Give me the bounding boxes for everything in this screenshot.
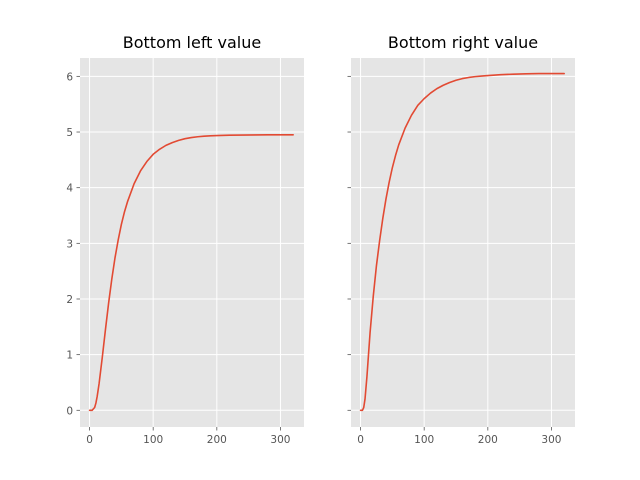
y-tick-label: 4 xyxy=(66,183,73,195)
chart-title: Bottom right value xyxy=(388,33,538,52)
x-tick-label: 200 xyxy=(207,434,227,446)
y-tick-label: 6 xyxy=(66,71,73,83)
y-tick-label: 5 xyxy=(66,127,73,139)
x-tick-label: 300 xyxy=(270,434,290,446)
subplot-left: 0 100 200 300 0 1 2 3 4 5 6 Bottom left value xyxy=(66,33,304,446)
x-tick-label: 100 xyxy=(414,434,434,446)
x-tick-label: 100 xyxy=(143,434,163,446)
x-tick-label: 0 xyxy=(357,434,364,446)
x-tick-label: 300 xyxy=(541,434,561,446)
plot-area xyxy=(80,58,304,427)
series-line xyxy=(88,134,294,412)
chart-title: Bottom left value xyxy=(123,33,261,52)
y-tick-label: 1 xyxy=(66,350,73,362)
x-tick-label: 0 xyxy=(86,434,93,446)
y-tick-label: 3 xyxy=(66,238,73,250)
y-tick-label: 0 xyxy=(66,405,73,417)
x-tick-label: 200 xyxy=(478,434,498,446)
series-line xyxy=(359,72,565,412)
subplot-right: 0 100 200 300 Bottom right value xyxy=(347,33,575,446)
plot-area xyxy=(351,58,575,427)
y-tick-label: 2 xyxy=(66,294,73,306)
